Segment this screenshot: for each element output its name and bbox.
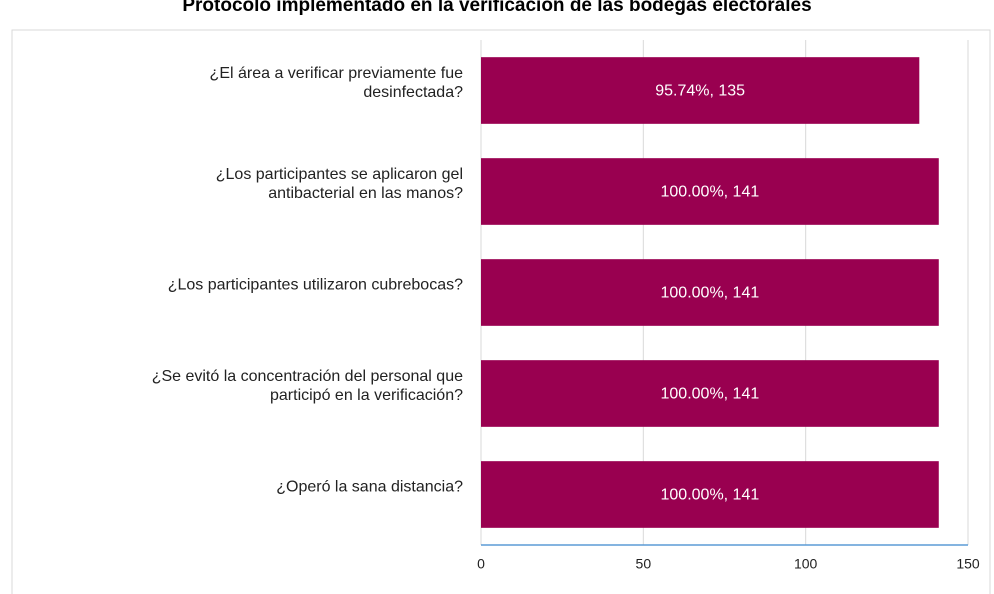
bar (481, 461, 939, 528)
bar (481, 360, 939, 427)
bar (481, 158, 939, 225)
chart-title: Protocolo implementado en la verificació… (182, 0, 811, 16)
x-tick-label: 100 (794, 556, 818, 572)
category-label: ¿Se evitó la concentración del personal … (151, 367, 463, 404)
bar (481, 259, 939, 326)
category-label: ¿El área a verificar previamente fue des… (209, 64, 463, 101)
bar (481, 57, 920, 124)
value-label: 95.74%, 135 (655, 83, 745, 100)
category-label: ¿Los participantes utilizaron cubrebocas… (167, 276, 463, 293)
chart-border (11, 29, 991, 594)
category-label: ¿Los participantes se aplicaron gel anti… (215, 165, 463, 202)
value-label: 100.00%, 141 (661, 285, 760, 302)
x-tick-label: 150 (956, 556, 980, 572)
category-label: ¿Operó la sana distancia? (276, 478, 463, 495)
x-tick-label: 0 (477, 556, 485, 572)
value-label: 100.00%, 141 (661, 184, 760, 201)
x-tick-label: 50 (636, 556, 652, 572)
value-label: 100.00%, 141 (661, 386, 760, 403)
value-label: 100.00%, 141 (661, 487, 760, 504)
